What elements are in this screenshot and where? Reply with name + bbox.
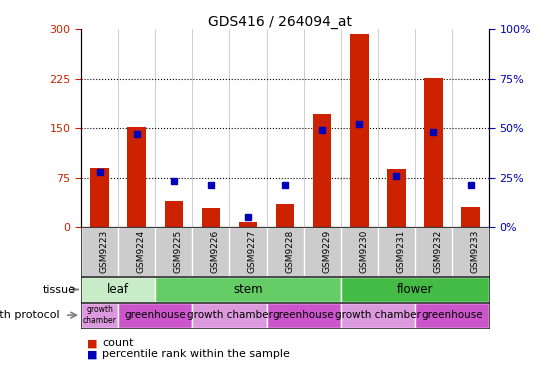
Bar — [91, 168, 109, 227]
Text: count: count — [102, 338, 134, 348]
Bar — [202, 209, 220, 227]
Bar — [415, 303, 489, 328]
Bar — [341, 277, 489, 302]
Text: ■: ■ — [87, 338, 97, 348]
Text: GSM9229: GSM9229 — [322, 229, 331, 273]
Text: greenhouse: greenhouse — [421, 310, 483, 320]
Text: GSM9223: GSM9223 — [100, 229, 108, 273]
Bar — [81, 303, 118, 328]
Bar — [239, 222, 257, 227]
Text: growth
chamber: growth chamber — [83, 305, 116, 325]
Text: growth protocol: growth protocol — [0, 310, 60, 320]
Text: stem: stem — [233, 283, 263, 296]
Bar — [276, 204, 295, 227]
Bar — [81, 277, 155, 302]
Bar — [267, 303, 341, 328]
Bar — [341, 303, 415, 328]
Text: GDS416 / 264094_at: GDS416 / 264094_at — [207, 15, 352, 29]
Text: GSM9230: GSM9230 — [359, 229, 368, 273]
Bar — [192, 303, 267, 328]
Text: growth chamber: growth chamber — [335, 310, 421, 320]
Bar — [127, 127, 146, 227]
Bar — [350, 34, 368, 227]
Bar — [387, 169, 406, 227]
Text: greenhouse: greenhouse — [273, 310, 334, 320]
Text: GSM9224: GSM9224 — [137, 229, 146, 273]
Text: growth chamber: growth chamber — [187, 310, 272, 320]
Bar — [424, 78, 443, 227]
Text: tissue: tissue — [42, 284, 75, 295]
Text: GSM9233: GSM9233 — [471, 229, 480, 273]
Text: GSM9228: GSM9228 — [285, 229, 294, 273]
Bar — [118, 303, 192, 328]
Text: GSM9232: GSM9232 — [433, 229, 443, 273]
Text: GSM9231: GSM9231 — [396, 229, 405, 273]
Text: ■: ■ — [87, 349, 97, 359]
Bar — [313, 113, 331, 227]
Text: GSM9226: GSM9226 — [211, 229, 220, 273]
Bar — [461, 207, 480, 227]
Text: leaf: leaf — [107, 283, 129, 296]
Bar — [164, 201, 183, 227]
Text: greenhouse: greenhouse — [125, 310, 186, 320]
Text: GSM9227: GSM9227 — [248, 229, 257, 273]
Text: percentile rank within the sample: percentile rank within the sample — [102, 349, 290, 359]
Bar — [155, 277, 341, 302]
Text: flower: flower — [397, 283, 433, 296]
Text: GSM9225: GSM9225 — [174, 229, 183, 273]
